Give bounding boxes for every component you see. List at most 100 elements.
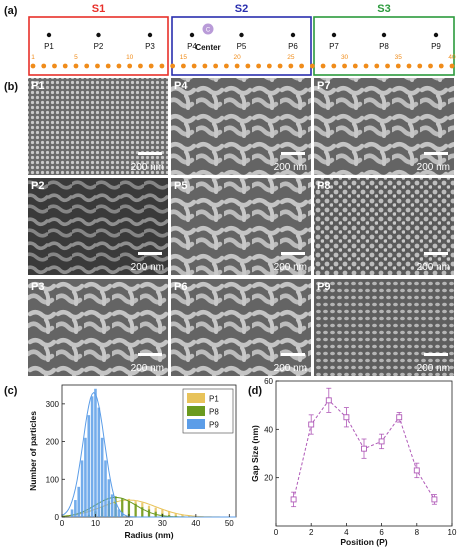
plot-frame	[275, 380, 453, 527]
x-tick-label: 6	[379, 528, 384, 537]
point-label: P6	[288, 42, 298, 51]
hist-bar-p9	[84, 437, 87, 517]
hist-bar-p8	[121, 498, 124, 517]
scale-bar	[424, 353, 448, 356]
point-label: P8	[379, 42, 389, 51]
hist-bar-p9	[80, 460, 84, 517]
scale-bar	[281, 252, 305, 255]
x-axis-title: Radius (nm)	[124, 530, 173, 540]
x-tick-label: 20	[124, 519, 133, 528]
index-label: 15	[180, 54, 188, 61]
section-title: S1	[92, 3, 105, 15]
hist-bar-p8	[141, 507, 144, 517]
sem-image-label: P3	[31, 281, 44, 293]
legend-label: P9	[209, 421, 219, 430]
sem-image-label: P9	[317, 281, 330, 293]
point-label: P1	[44, 42, 54, 51]
sample-dot	[428, 63, 433, 69]
hist-bar-p9	[100, 437, 104, 517]
sem-image-label: P5	[174, 180, 187, 192]
index-label: 30	[341, 54, 349, 61]
x-tick-label: 0	[274, 528, 279, 537]
hist-bar-p1	[167, 511, 171, 517]
point-marker	[189, 32, 195, 38]
point-marker	[147, 32, 153, 38]
fit-curve-p9	[61, 391, 236, 518]
hist-bar-p8	[127, 501, 131, 517]
sem-image-label: P6	[174, 281, 187, 293]
index-label: 40	[448, 54, 456, 61]
panel-d: (d) 0 2 4 6 8 10 20 40 60 Position (P) Gap Size (nm…	[248, 377, 457, 547]
legend-label: P8	[209, 408, 219, 417]
sample-dot	[363, 63, 369, 69]
sem-image-p3	[28, 279, 168, 376]
point-marker	[46, 32, 52, 38]
legend-swatch-p1	[187, 393, 205, 403]
data-point	[290, 496, 297, 503]
sample-dot	[191, 63, 197, 69]
y-tick-label: 0	[55, 513, 60, 522]
y-axis-title: Number of particles	[28, 411, 38, 491]
point-marker	[381, 32, 387, 38]
sample-dot	[105, 63, 111, 69]
y-axis-title: Gap Size (nm)	[250, 425, 260, 482]
sample-dot	[127, 63, 133, 69]
panel-b-label: (b)	[4, 81, 18, 93]
panel-d-label: (d)	[248, 385, 262, 397]
x-tick-label: 0	[60, 519, 65, 528]
point-label: P4	[187, 42, 197, 51]
x-tick-label: 30	[158, 519, 167, 528]
sem-image-p1	[28, 78, 168, 175]
data-point	[396, 414, 403, 421]
sample-dot	[374, 63, 380, 69]
data-point	[413, 467, 420, 474]
point-label: P2	[94, 42, 104, 51]
hist-bar-p9	[70, 509, 74, 517]
sem-image-p6	[171, 279, 311, 376]
section-title: S2	[235, 3, 248, 15]
scale-bar-label: 200 nm	[274, 363, 307, 374]
sample-dot	[449, 63, 455, 69]
panel-a-label: (a)	[4, 5, 18, 17]
y-tick-label: 300	[46, 400, 60, 409]
point-marker	[239, 32, 244, 38]
sample-dot	[116, 63, 122, 69]
sample-dot	[385, 63, 390, 69]
sample-dot	[352, 63, 358, 69]
sample-dot	[234, 63, 240, 69]
point-label: P9	[431, 42, 441, 51]
legend-swatch-p8	[187, 406, 205, 416]
scale-bar	[424, 252, 448, 255]
hist-bar-p9	[74, 500, 77, 517]
y-tick-label: 60	[264, 377, 273, 386]
hist-bar-p9	[107, 479, 111, 517]
data-point	[308, 421, 315, 428]
sem-image-label: P8	[317, 180, 330, 192]
point-marker	[290, 32, 296, 38]
hist-bar-p9	[97, 407, 101, 517]
sample-dot	[159, 63, 165, 69]
center-icon-letter: C	[206, 28, 211, 34]
section-box-s2	[171, 16, 312, 76]
index-label: 1	[31, 54, 35, 61]
sample-dot	[84, 63, 90, 69]
sample-dot	[266, 63, 272, 69]
sample-dot	[342, 63, 347, 69]
scale-bar	[138, 252, 162, 255]
x-tick-label: 40	[191, 519, 200, 528]
scale-bar	[281, 353, 305, 356]
x-tick-label: 10	[448, 528, 457, 537]
hist-bar-p9	[114, 503, 117, 517]
sem-image-p7	[314, 78, 454, 175]
scale-bar-label: 200 nm	[131, 162, 164, 173]
sample-dot	[202, 63, 208, 69]
hist-bar-p9	[120, 512, 124, 517]
sem-image-p8	[314, 178, 454, 275]
x-axis-title: Position (P)	[340, 537, 387, 547]
panel-c: (c) 0 10 20 30 40 50 0 100 200 300 Radius (nm) Numbe…	[4, 384, 237, 540]
sample-dot	[73, 63, 79, 69]
sem-image-p4	[171, 78, 311, 175]
scale-bar-label: 200 nm	[417, 162, 450, 173]
